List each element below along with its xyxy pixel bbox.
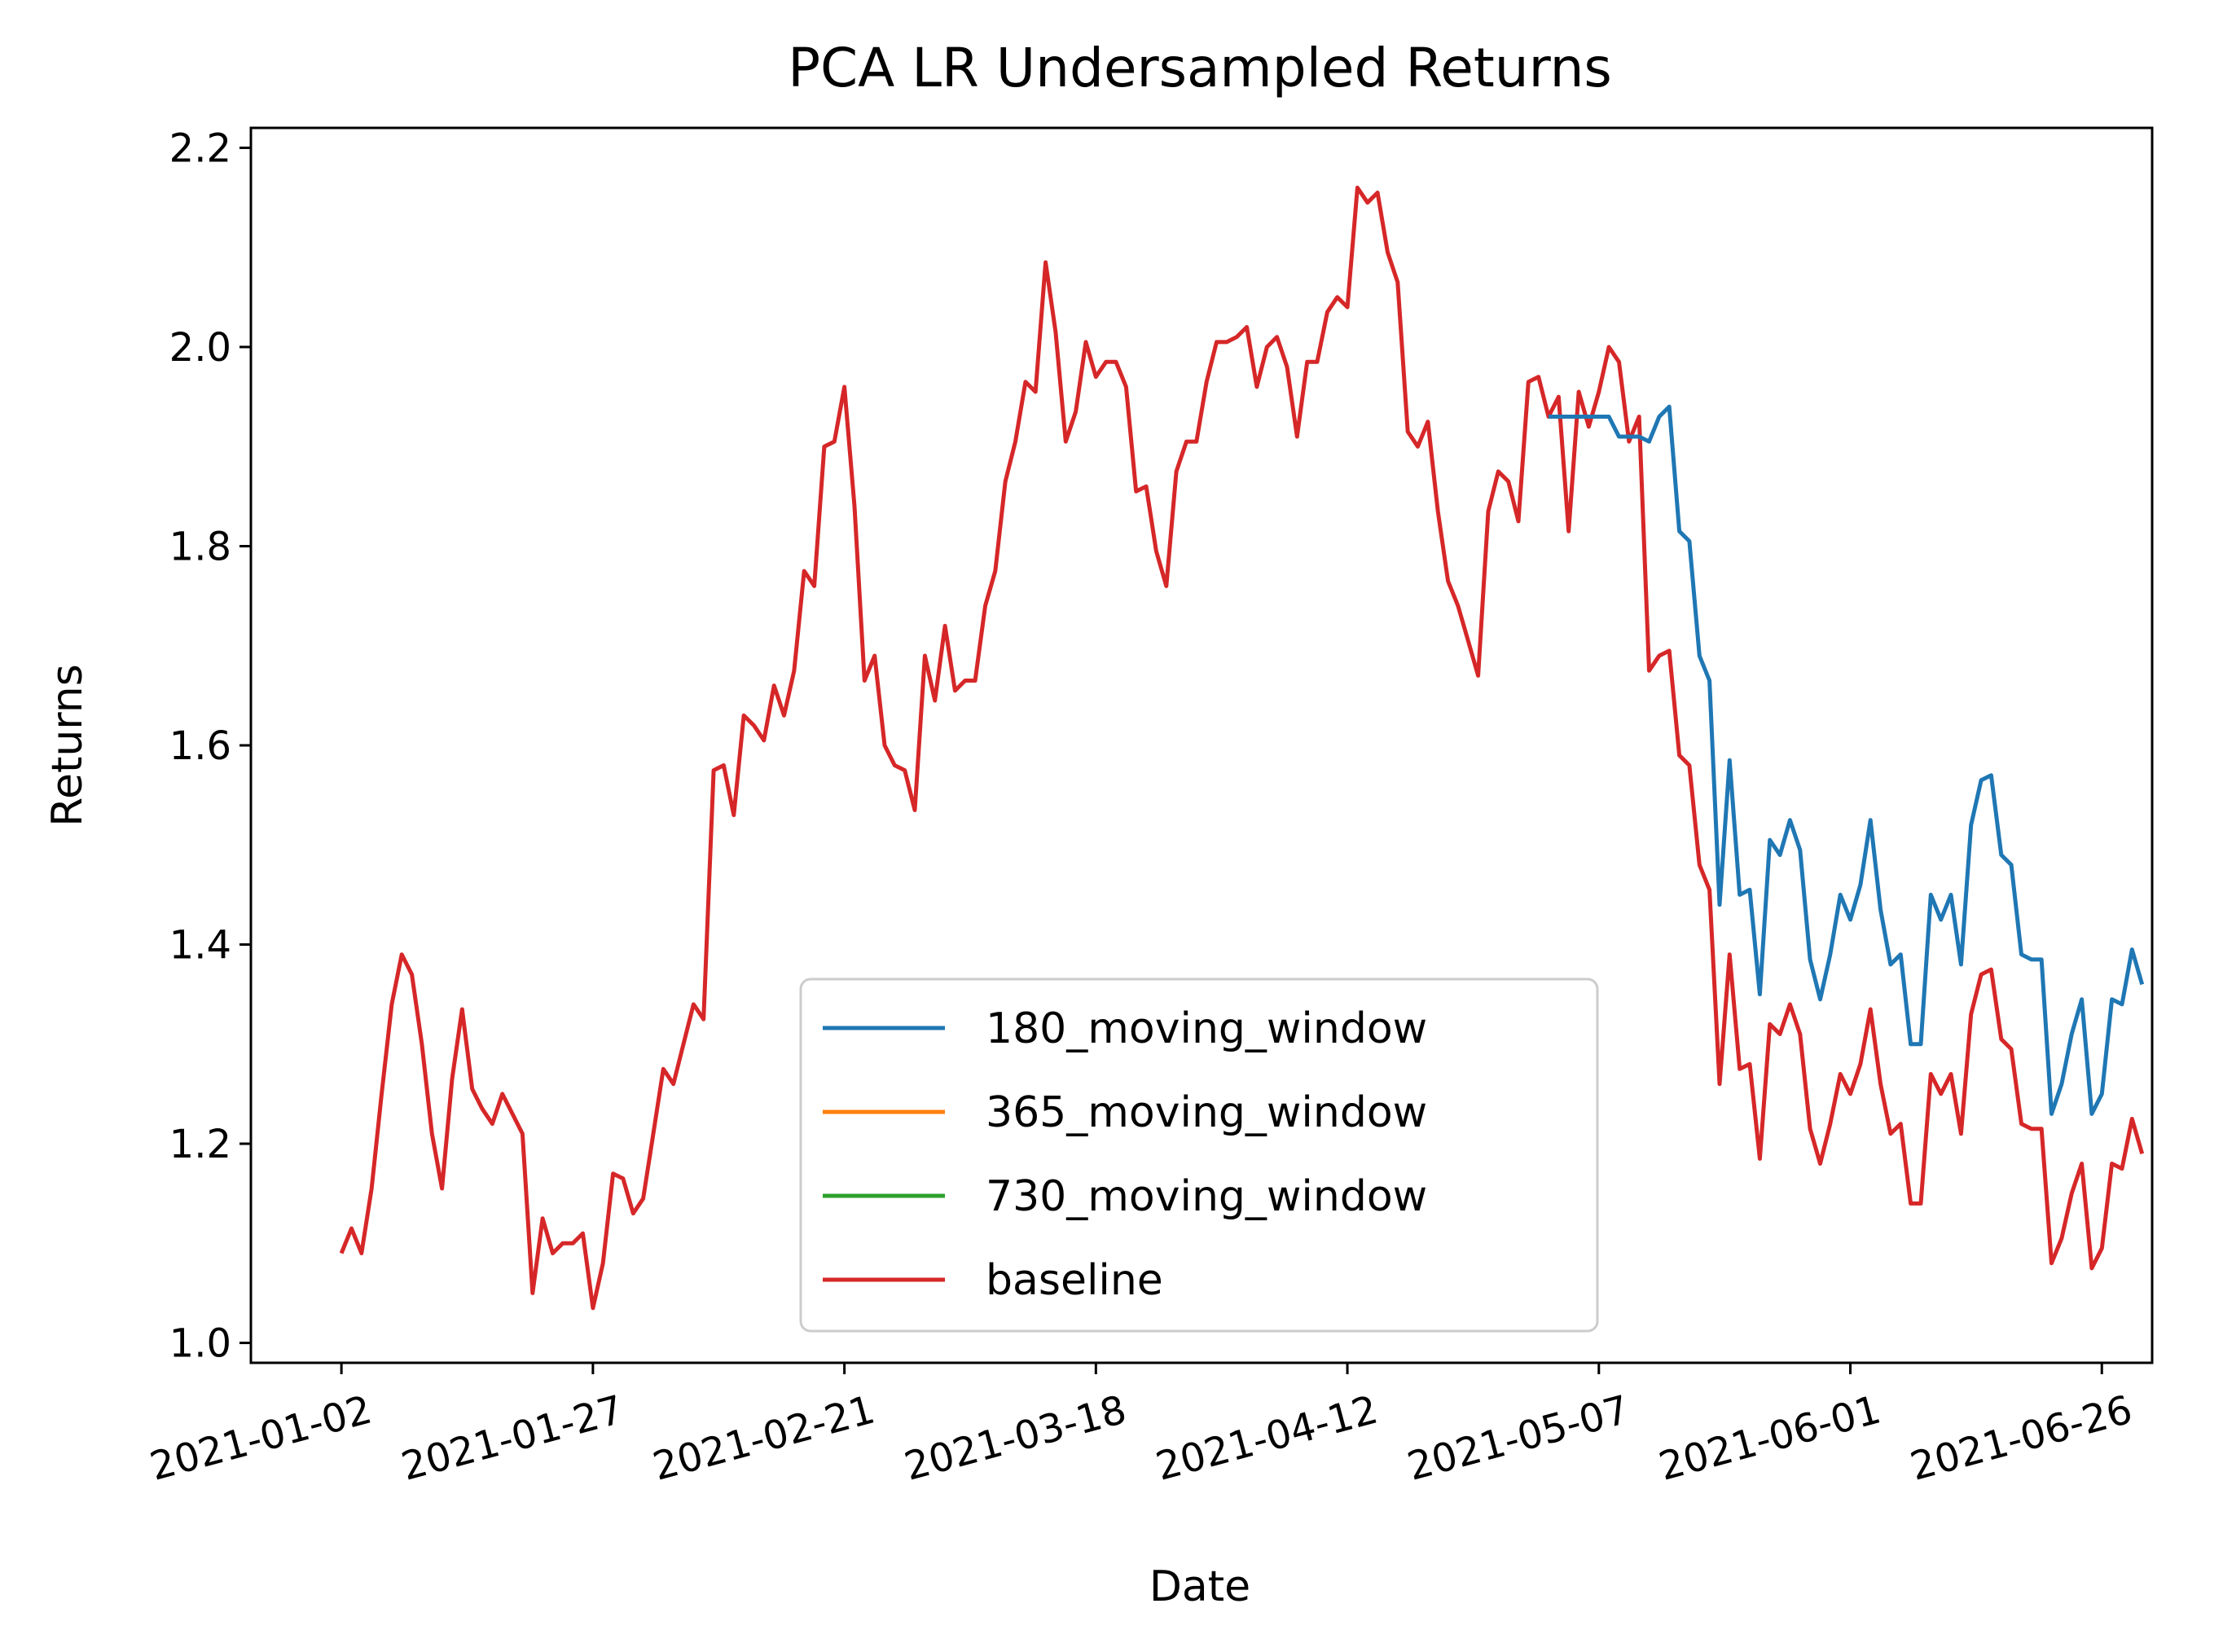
legend: 180_moving_window 365_moving_window 730_mo… xyxy=(799,978,1599,1333)
y-tick-label: 2.0 xyxy=(169,325,231,371)
y-tick-label: 1.2 xyxy=(169,1122,231,1167)
legend-label: baseline xyxy=(986,1256,1163,1305)
y-tick-label: 1.4 xyxy=(169,923,231,969)
series-layer xyxy=(339,185,2145,1311)
legend-entries: 180_moving_window 365_moving_window 730_mo… xyxy=(823,1004,1427,1305)
series-line-baseline xyxy=(339,185,2145,1311)
legend-box xyxy=(799,978,1599,1333)
y-tick-label: 1.6 xyxy=(169,723,231,769)
legend-label: 365_moving_window xyxy=(986,1088,1427,1137)
y-tick-label: 2.2 xyxy=(169,125,231,171)
chart-title: PCA LR Undersampled Returns xyxy=(788,37,1612,99)
x-axis-label: Date xyxy=(1149,1562,1250,1611)
y-axis: 1.0 1.2 1.4 1.6 1.8 2.0 2.2 xyxy=(169,125,251,1367)
y-axis-label: Returns xyxy=(43,664,92,827)
series-line-180-moving-window xyxy=(1549,404,2145,1116)
legend-label: 180_moving_window xyxy=(986,1004,1427,1053)
y-tick-label: 1.0 xyxy=(169,1321,231,1367)
legend-label: 730_moving_window xyxy=(986,1172,1427,1221)
y-tick-label: 1.8 xyxy=(169,524,231,569)
